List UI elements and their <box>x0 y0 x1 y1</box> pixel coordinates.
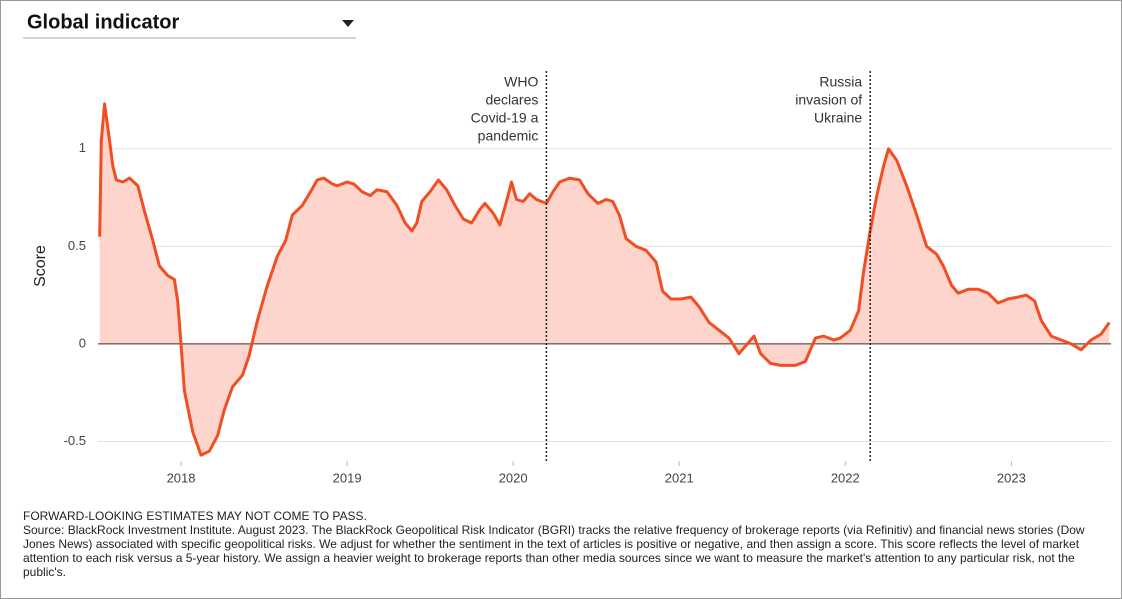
area <box>99 103 1110 456</box>
line <box>98 102 1111 457</box>
x-tick-label: 2019 <box>333 470 362 485</box>
footnote: FORWARD-LOOKING ESTIMATES MAY NOT COME T… <box>23 509 1113 579</box>
annotation: Ukraine <box>814 110 862 126</box>
disclaimer: FORWARD-LOOKING ESTIMATES MAY NOT COME T… <box>23 509 367 523</box>
y-tick-label: -0.5 <box>64 433 86 448</box>
annotation: declares <box>485 92 538 108</box>
y-tick-label: 1 <box>79 140 86 155</box>
annotation: Russia <box>819 74 862 90</box>
x-tick-label: 2023 <box>997 470 1026 485</box>
source-note: Source: BlackRock Investment Institute. … <box>23 523 1085 579</box>
annotation: pandemic <box>478 128 539 144</box>
annotation: Covid-19 a <box>471 110 539 126</box>
x-tick-label: 2018 <box>167 470 196 485</box>
y-axis-label: Score <box>32 245 49 287</box>
annotation: invasion of <box>795 92 862 108</box>
chart: Global indicator Score -0.5 0 0.5 1 2018 2019… <box>23 11 1111 485</box>
x-tick-label: 2020 <box>499 470 528 485</box>
x-tick-label: 2022 <box>831 470 860 485</box>
x-tick-label: 2021 <box>665 470 694 485</box>
indicator-select[interactable]: Global indicator <box>27 11 179 33</box>
annotation: WHO <box>504 74 538 90</box>
y-tick-label: 0 <box>79 335 86 350</box>
dropdown-arrow[interactable] <box>342 20 354 27</box>
y-tick-label: 0.5 <box>68 238 86 253</box>
